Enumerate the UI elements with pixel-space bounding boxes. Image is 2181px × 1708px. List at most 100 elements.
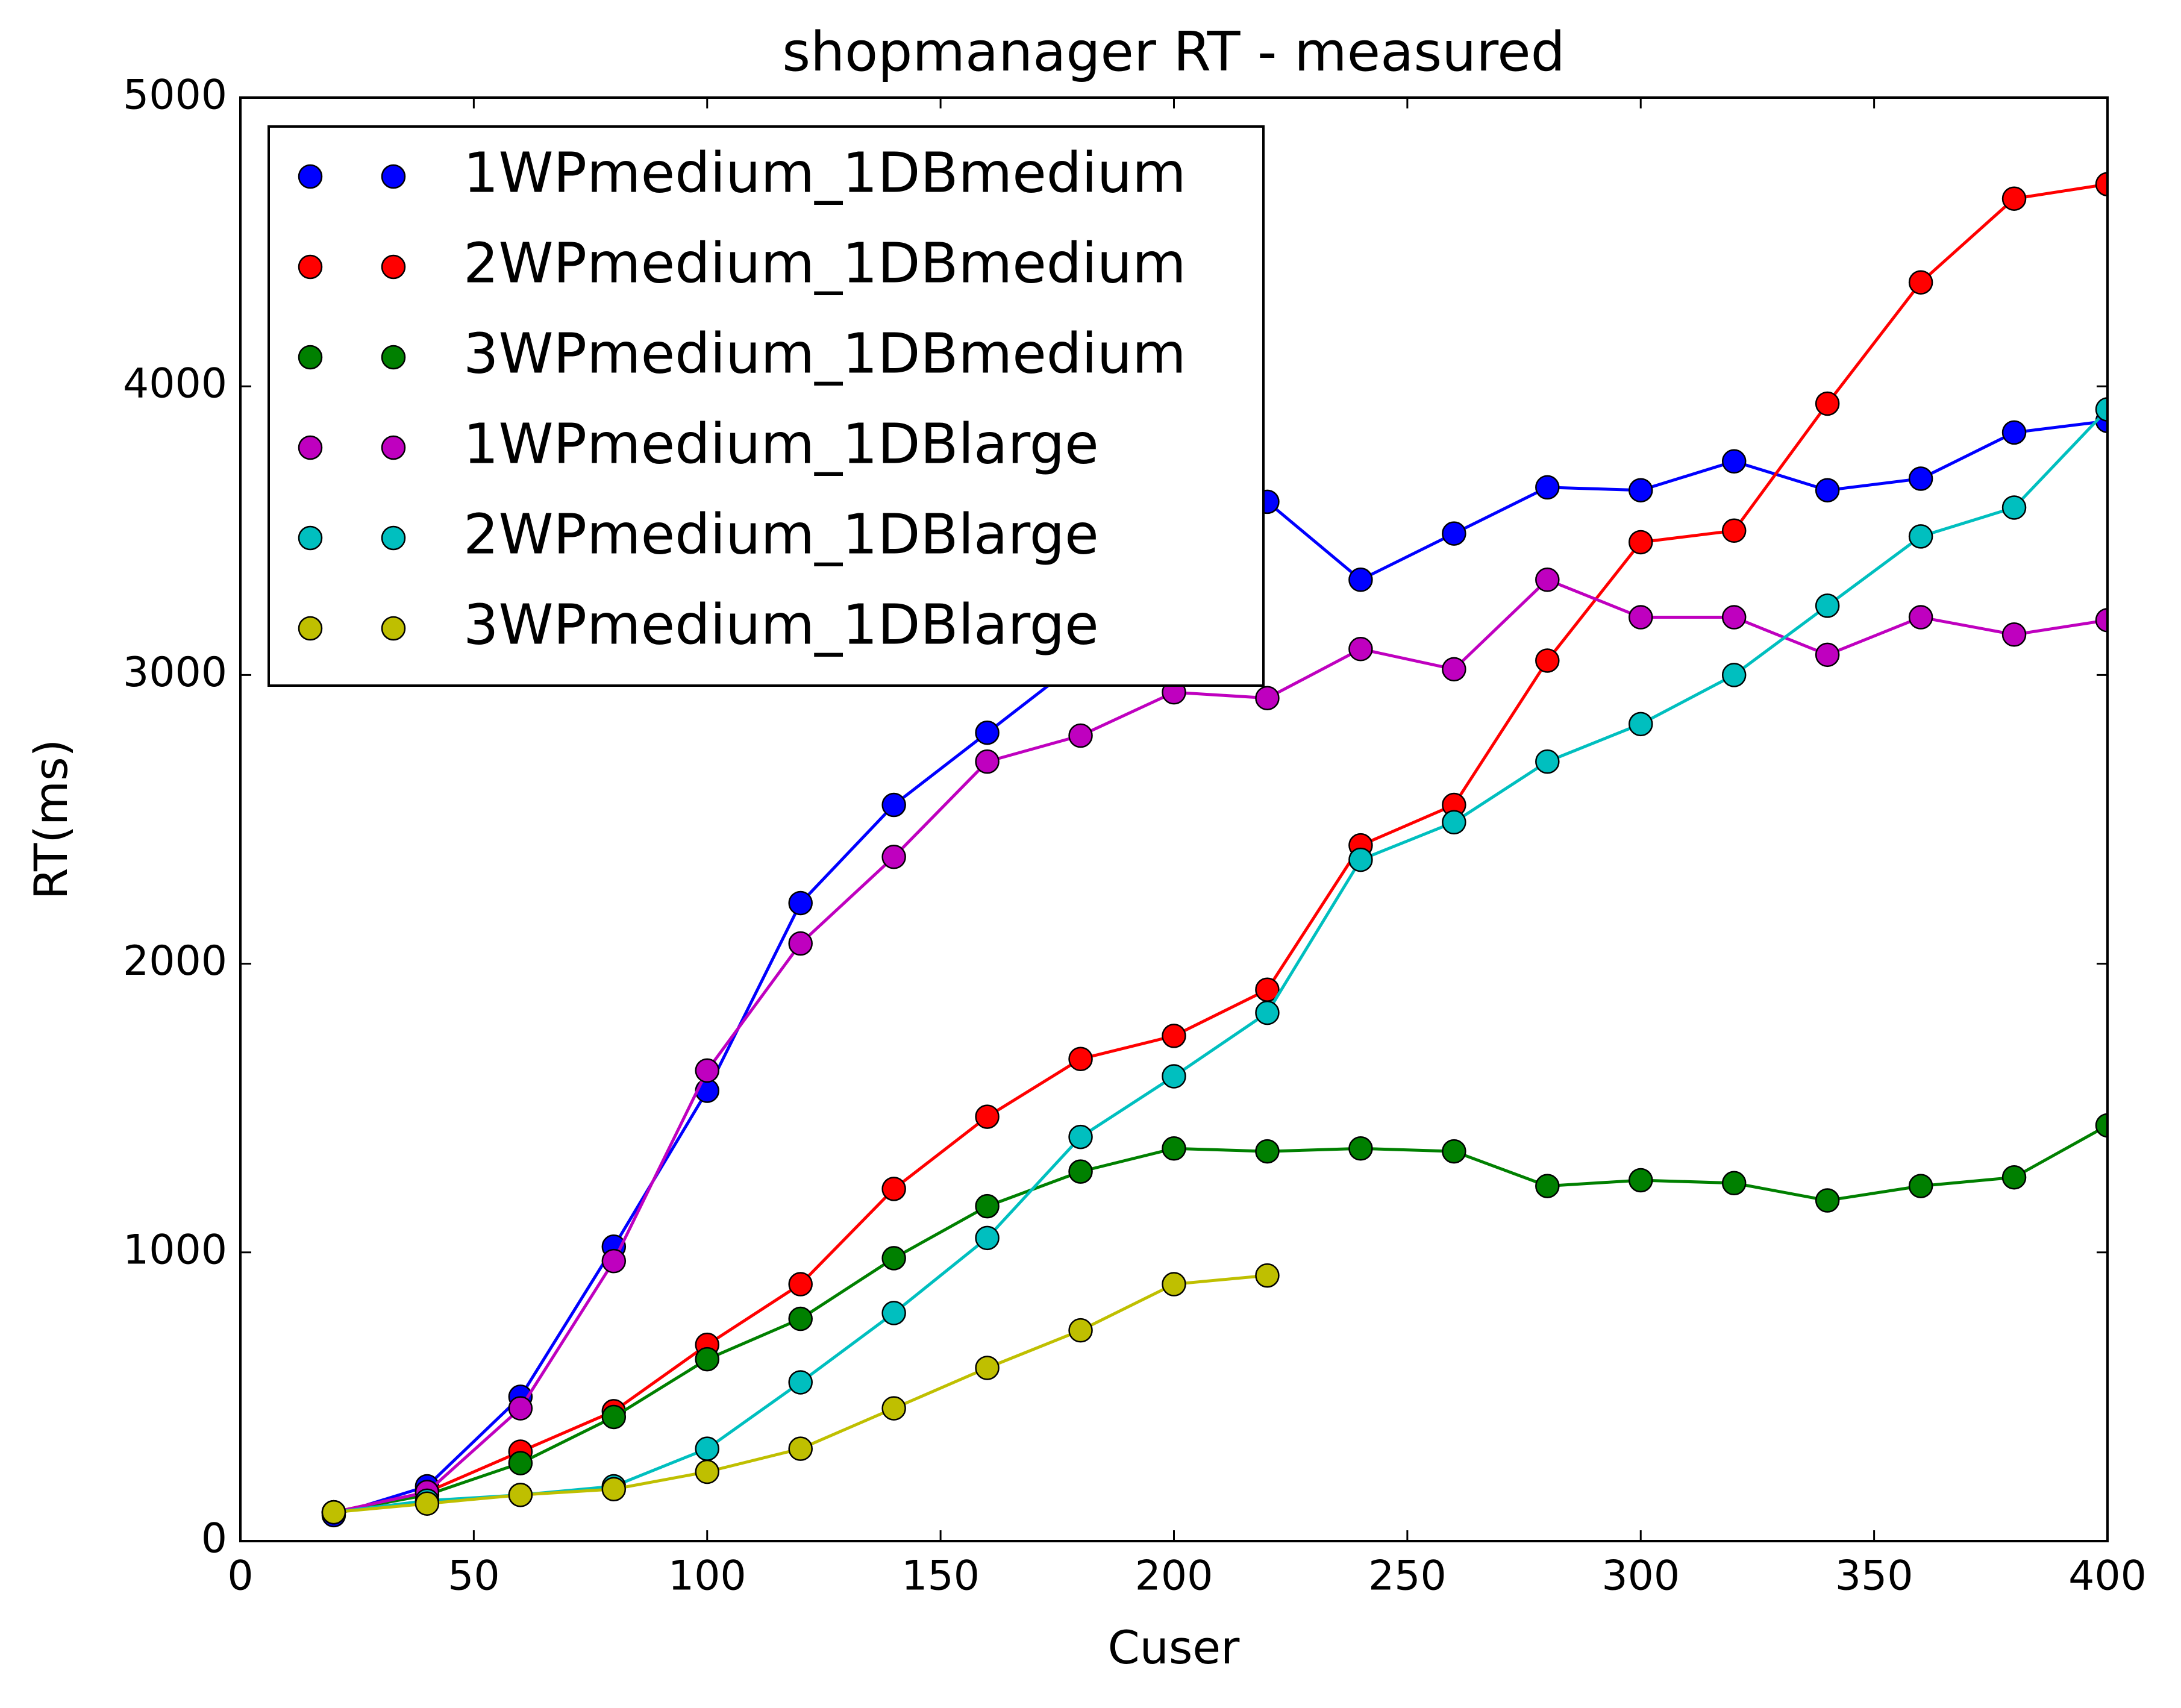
y-tick-label: 5000 — [123, 72, 227, 119]
data-point — [321, 1500, 346, 1525]
data-point — [1442, 810, 1466, 835]
data-point — [788, 1272, 813, 1297]
data-point — [508, 1483, 533, 1507]
data-point — [1629, 712, 1653, 737]
legend-label: 3WPmedium_1DBlarge — [463, 592, 1099, 657]
data-point — [1629, 530, 1653, 555]
data-point — [2001, 420, 2027, 445]
data-point — [1908, 270, 1933, 295]
data-point — [1721, 605, 1747, 630]
legend-marker — [381, 435, 406, 460]
x-tick-label: 200 — [1135, 1553, 1213, 1600]
data-point — [1908, 1174, 1933, 1198]
data-point — [1442, 521, 1466, 546]
x-tick-label: 50 — [448, 1553, 500, 1600]
data-point — [975, 1193, 1000, 1219]
data-point — [1442, 657, 1466, 682]
data-point — [1162, 1136, 1186, 1161]
data-point — [881, 1177, 906, 1201]
series-line — [333, 1124, 2107, 1514]
y-tick-label: 3000 — [123, 649, 227, 696]
data-point — [601, 1404, 627, 1430]
data-point — [975, 1356, 1000, 1380]
legend-marker — [381, 254, 406, 280]
data-point — [2095, 1113, 2107, 1138]
data-point — [2095, 608, 2107, 633]
data-point — [1348, 568, 1373, 592]
data-point — [1068, 723, 1093, 748]
legend-marker — [298, 616, 323, 641]
data-point — [1535, 749, 1560, 774]
data-point — [881, 1301, 906, 1325]
data-point — [1255, 1000, 1280, 1025]
legend-marker — [298, 525, 323, 551]
data-point — [1535, 1174, 1560, 1198]
data-point — [1535, 568, 1560, 592]
data-point — [788, 1306, 813, 1331]
legend-label: 3WPmedium_1DBmedium — [463, 321, 1186, 386]
data-point — [975, 749, 1000, 774]
legend-marker — [381, 525, 406, 551]
data-point — [415, 1491, 440, 1516]
data-point — [1068, 1046, 1093, 1071]
legend-marker — [298, 435, 323, 460]
data-point — [2001, 495, 2027, 520]
data-point — [2001, 1165, 2027, 1190]
y-tick-label: 2000 — [123, 937, 227, 985]
data-point — [881, 1396, 906, 1421]
legend-marker — [298, 254, 323, 280]
data-point — [1629, 478, 1653, 502]
data-point — [975, 1104, 1000, 1129]
data-point — [881, 845, 906, 869]
legend-marker — [298, 164, 323, 189]
x-tick-label: 0 — [227, 1553, 253, 1600]
data-point — [1068, 1159, 1093, 1184]
data-point — [2001, 622, 2027, 647]
data-point — [508, 1451, 533, 1475]
data-point — [1629, 605, 1653, 630]
data-point — [2095, 172, 2107, 197]
series-line — [333, 183, 2107, 1514]
data-point — [1255, 1263, 1280, 1288]
data-point — [2001, 186, 2027, 211]
data-point — [788, 931, 813, 956]
data-point — [1908, 466, 1933, 491]
data-point — [881, 1246, 906, 1271]
data-point — [1815, 478, 1840, 502]
y-tick-label: 1000 — [123, 1226, 227, 1274]
data-point — [1908, 524, 1933, 549]
data-point — [1535, 475, 1560, 500]
data-point — [1815, 391, 1840, 416]
series-line — [333, 408, 2107, 1514]
y-tick-label: 0 — [201, 1515, 227, 1563]
data-point — [1535, 648, 1560, 673]
data-point — [1348, 847, 1373, 872]
x-tick-label: 300 — [1601, 1553, 1680, 1600]
x-tick-label: 400 — [2068, 1553, 2147, 1600]
data-point — [1162, 1272, 1186, 1297]
data-point — [788, 1370, 813, 1395]
legend-label: 1WPmedium_1DBmedium — [463, 140, 1186, 205]
data-point — [1442, 1139, 1466, 1164]
legend-marker — [381, 345, 406, 370]
data-point — [1721, 518, 1747, 543]
legend-marker — [298, 345, 323, 370]
data-point — [975, 1225, 1000, 1251]
x-tick-label: 250 — [1368, 1553, 1447, 1600]
data-point — [1162, 1064, 1186, 1089]
data-point — [601, 1248, 627, 1274]
data-point — [1629, 1168, 1653, 1193]
data-point — [1255, 686, 1280, 710]
data-point — [1348, 637, 1373, 662]
data-point — [1721, 663, 1747, 687]
data-point — [1162, 1024, 1186, 1048]
x-axis-label: Cuser — [1108, 1621, 1241, 1674]
plot-frame — [239, 96, 2109, 1542]
legend-label: 2WPmedium_1DBlarge — [463, 502, 1099, 566]
data-point — [1068, 1124, 1093, 1150]
chart-title: shopmanager RT - measured — [782, 20, 1565, 84]
data-point — [1721, 449, 1747, 474]
legend-label: 2WPmedium_1DBmedium — [463, 231, 1186, 295]
data-point — [881, 792, 906, 818]
